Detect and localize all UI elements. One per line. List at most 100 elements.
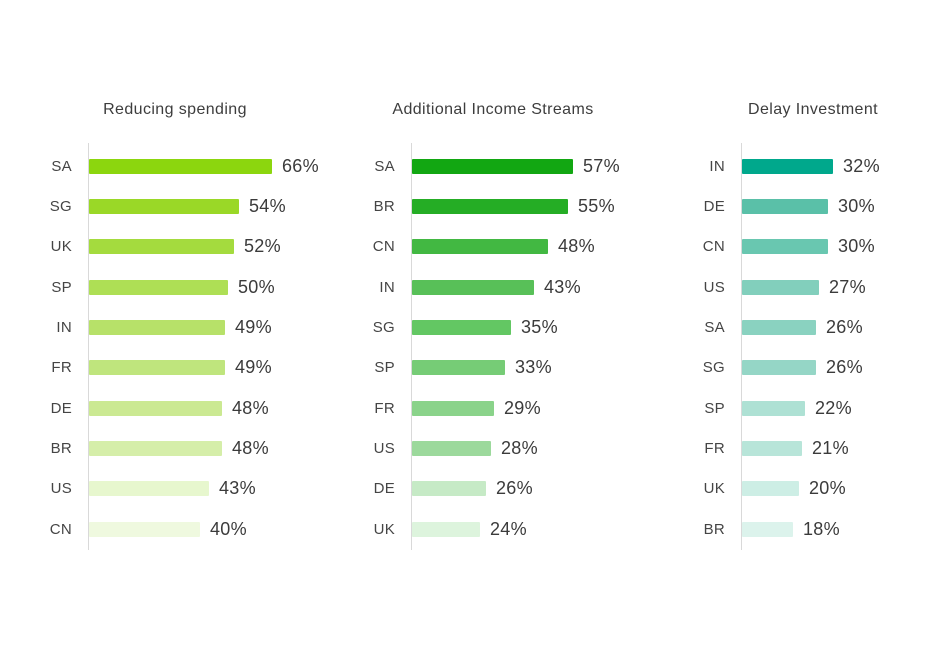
bar — [412, 360, 505, 376]
value-label: 48% — [558, 236, 595, 257]
bar — [89, 441, 222, 457]
bar — [89, 199, 239, 215]
bar — [412, 521, 480, 537]
category-label: DE — [703, 198, 725, 216]
bar-rows: SA 66% SG 54% UK 52% SP 50% IN 49% FR 49% DE 48% BR 48%… — [18, 146, 332, 549]
value-label: 43% — [544, 276, 581, 297]
bar-row: SP 33% — [341, 348, 645, 388]
value-label: 50% — [238, 276, 275, 297]
category-label: SA — [704, 319, 725, 337]
category-label: SG — [702, 359, 725, 377]
value-label: 24% — [490, 518, 527, 539]
value-label: 48% — [232, 397, 269, 418]
bar-row: BR 48% — [18, 428, 332, 468]
chart-delay-investment: Delay Investment IN 32% DE 30% CN 30% US 27% SA 2… — [671, 100, 940, 551]
bar — [742, 521, 793, 537]
bar-row: BR 18% — [671, 509, 940, 549]
bar — [412, 199, 568, 215]
chart-reducing-spending: Reducing spending SA 66% SG 54% UK 52% SP 50% IN… — [18, 100, 332, 551]
category-label: SP — [51, 278, 72, 296]
value-label: 26% — [826, 317, 863, 338]
bar — [89, 360, 225, 376]
category-label: SP — [374, 359, 395, 377]
category-label: UK — [703, 480, 725, 498]
value-label: 48% — [232, 438, 269, 459]
bar — [412, 279, 534, 295]
y-axis-line — [411, 143, 412, 551]
category-label: FR — [374, 399, 395, 417]
value-label: 49% — [235, 357, 272, 378]
bar-row: SG 54% — [18, 186, 332, 226]
category-label: CN — [49, 520, 72, 538]
bar-row: CN 40% — [18, 509, 332, 549]
bar-row: DE 26% — [341, 469, 645, 509]
value-label: 54% — [249, 196, 286, 217]
bar-row: SA 66% — [18, 146, 332, 186]
bar-row: US 27% — [671, 267, 940, 307]
bar — [412, 400, 494, 416]
bar-row: IN 49% — [18, 307, 332, 347]
category-label: US — [703, 278, 725, 296]
bar-row: UK 52% — [18, 227, 332, 267]
value-label: 30% — [838, 236, 875, 257]
category-label: CN — [702, 238, 725, 256]
bar-rows: SA 57% BR 55% CN 48% IN 43% SG 35% SP 33% FR 29% US 28%… — [341, 146, 645, 549]
bar-row: IN 43% — [341, 267, 645, 307]
bar — [742, 360, 816, 376]
value-label: 28% — [501, 438, 538, 459]
bar-row: CN 30% — [671, 227, 940, 267]
value-label: 33% — [515, 357, 552, 378]
bar — [89, 279, 228, 295]
bar — [742, 481, 799, 497]
chart-title: Additional Income Streams — [392, 101, 594, 118]
value-label: 18% — [803, 518, 840, 539]
value-label: 49% — [235, 317, 272, 338]
bar — [742, 158, 833, 174]
bar-row: SG 35% — [341, 307, 645, 347]
value-label: 57% — [583, 155, 620, 176]
value-label: 22% — [815, 397, 852, 418]
bar-row: UK 20% — [671, 469, 940, 509]
bar-row: SA 26% — [671, 307, 940, 347]
value-label: 27% — [829, 276, 866, 297]
bar-row: FR 49% — [18, 348, 332, 388]
category-label: FR — [51, 359, 72, 377]
bar — [89, 158, 272, 174]
y-axis-line — [88, 143, 89, 551]
category-label: UK — [373, 520, 395, 538]
category-label: SG — [49, 198, 72, 216]
category-label: IN — [56, 319, 72, 337]
category-label: DE — [50, 399, 72, 417]
bar — [742, 199, 828, 215]
bar — [89, 521, 200, 537]
bar — [742, 239, 828, 255]
category-label: SP — [704, 399, 725, 417]
bar-row: UK 24% — [341, 509, 645, 549]
bar-row: DE 48% — [18, 388, 332, 428]
category-label: FR — [704, 440, 725, 458]
chart-title: Delay Investment — [747, 101, 878, 118]
value-label: 52% — [244, 236, 281, 257]
category-label: IN — [379, 278, 395, 296]
category-label: SG — [372, 319, 395, 337]
category-label: BR — [50, 440, 72, 458]
bar-row: US 28% — [341, 428, 645, 468]
bar-row: SA 57% — [341, 146, 645, 186]
value-label: 55% — [578, 196, 615, 217]
bar — [742, 279, 819, 295]
chart-additional-income-streams: Additional Income Streams SA 57% BR 55% CN 48… — [341, 100, 645, 551]
bar — [412, 239, 548, 255]
bar — [412, 481, 486, 497]
bar-row: FR 21% — [671, 428, 940, 468]
value-label: 43% — [219, 478, 256, 499]
bar-row: CN 48% — [341, 227, 645, 267]
value-label: 30% — [838, 196, 875, 217]
bar — [742, 441, 802, 457]
value-label: 32% — [843, 155, 880, 176]
value-label: 21% — [812, 438, 849, 459]
category-label: SA — [374, 157, 395, 175]
category-label: BR — [373, 198, 395, 216]
value-label: 26% — [826, 357, 863, 378]
bar-row: SP 50% — [18, 267, 332, 307]
